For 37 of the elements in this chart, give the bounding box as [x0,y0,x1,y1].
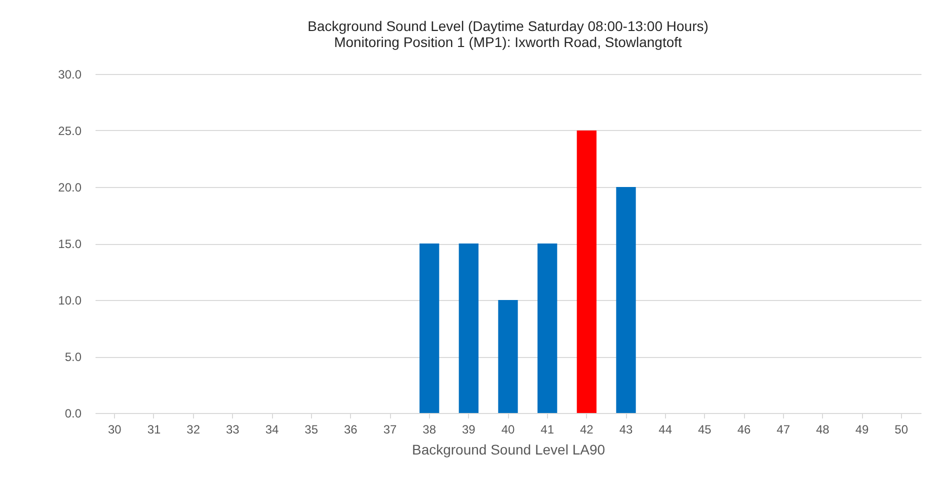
bar [576,130,596,413]
bar [498,300,518,413]
x-tick-label: 44 [658,422,672,436]
x-tick-label: 31 [147,422,161,436]
x-tick-label: 49 [855,422,869,436]
bar [458,244,478,413]
x-axis-title: Background Sound Level LA90 [412,442,606,458]
x-tick-label: 33 [226,422,240,436]
y-tick-label: 15.0 [58,237,82,251]
x-tick-label: 41 [540,422,554,436]
x-tick-label: 50 [894,422,908,436]
x-tick-label: 46 [737,422,751,436]
x-tick-label: 40 [501,422,515,436]
x-tick-label: 34 [265,422,279,436]
y-tick-label: 20.0 [58,180,82,194]
bar [538,244,558,413]
y-tick-label: 30.0 [58,68,82,82]
x-tick-label: 47 [776,422,790,436]
y-tick-label: 25.0 [58,124,82,138]
y-tick-label: 10.0 [58,294,82,308]
y-tick-label: 5.0 [64,350,82,364]
x-tick-label: 36 [344,422,358,436]
x-tick-label: 45 [698,422,712,436]
x-tick-label: 39 [462,422,476,436]
x-tick-label: 42 [580,422,594,436]
x-tick-label: 37 [383,422,397,436]
x-tick-label: 48 [816,422,830,436]
bar [420,244,440,413]
bar [616,187,636,413]
x-tick-label: 38 [422,422,436,436]
x-tick-label: 30 [108,422,122,436]
chart-subtitle: Monitoring Position 1 (MP1): Ixworth Road, Stowlangtoft [334,34,682,50]
x-tick-label: 35 [304,422,318,436]
y-tick-label: 0.0 [64,406,82,420]
x-tick-label: 43 [619,422,633,436]
chart-title: Background Sound Level (Daytime Saturday 08:00-13:00 Hours) [308,18,708,34]
x-tick-label: 32 [186,422,200,436]
